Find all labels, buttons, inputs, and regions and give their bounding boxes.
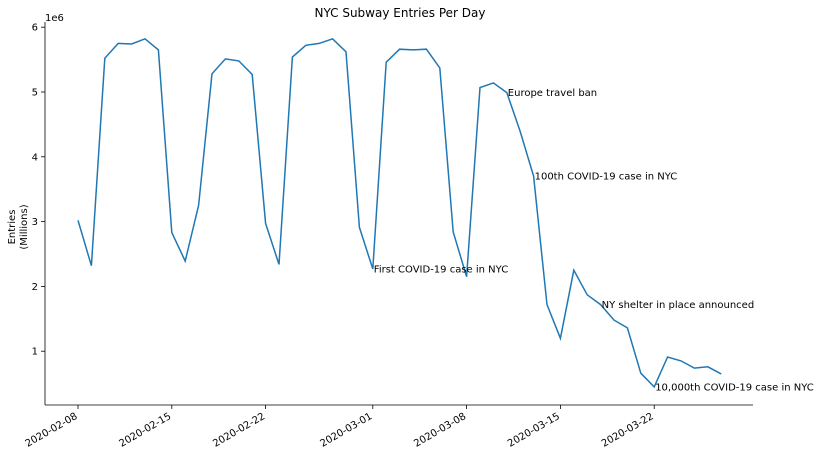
series-group (77, 37, 722, 389)
x-axis-ticks: 2020-02-08 2020-02-15 2020-02-22 2020-03-01… (24, 405, 656, 450)
annotations: First COVID-19 case in NYC Europe travel … (374, 88, 814, 393)
x-tick-label: 2020-02-22 (211, 411, 267, 450)
x-tick-label: 2020-03-22 (600, 411, 656, 450)
annotation-label: First COVID-19 case in NYC (374, 264, 508, 275)
y-axis-label-line-1: Entries (7, 210, 18, 245)
y-tick-label: 3 (32, 217, 38, 228)
x-tick-label: 2020-02-08 (24, 411, 80, 450)
y-axis-label-line-2: (Millions) (19, 204, 30, 249)
y-tick-label: 4 (32, 152, 38, 163)
x-tick-label: 2020-03-08 (412, 411, 468, 450)
y-offset-label: 1e6 (45, 13, 64, 24)
y-tick-label: 1 (32, 347, 38, 358)
annotation-label: 100th COVID-19 case in NYC (535, 172, 678, 183)
y-tick-label: 2 (32, 282, 38, 293)
y-tick-label: 6 (32, 23, 38, 34)
annotation-label: NY shelter in place announced (602, 300, 755, 311)
annotation-label: Europe travel ban (508, 88, 597, 99)
series-line (77, 37, 722, 389)
annotation-label: 10,000th COVID-19 case in NYC (655, 382, 814, 393)
y-axis-label: Entries (Millions) (7, 204, 30, 249)
y-axis-ticks: 1 2 3 4 5 6 (32, 23, 45, 358)
chart-title: NYC Subway Entries Per Day (314, 6, 485, 20)
x-tick-label: 2020-03-01 (318, 411, 374, 450)
x-tick-label: 2020-02-15 (117, 411, 173, 450)
x-tick-label: 2020-03-15 (506, 411, 562, 450)
y-tick-label: 5 (32, 87, 38, 98)
